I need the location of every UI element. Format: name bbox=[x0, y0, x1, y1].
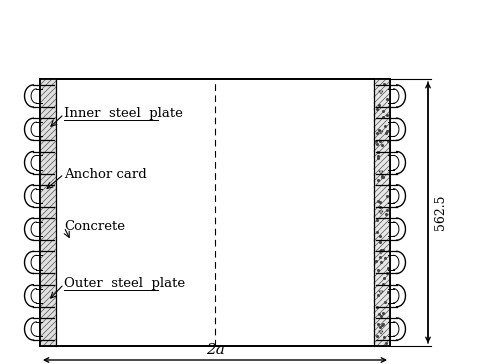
Point bbox=[376, 310, 384, 316]
Point bbox=[379, 174, 387, 180]
Text: Outer  steel  plate: Outer steel plate bbox=[64, 277, 185, 290]
Point bbox=[376, 239, 384, 245]
Point bbox=[378, 173, 386, 179]
Point bbox=[378, 142, 386, 148]
Point bbox=[374, 333, 382, 339]
Point bbox=[374, 154, 382, 159]
Point bbox=[374, 149, 382, 155]
Point bbox=[376, 254, 384, 260]
Point bbox=[374, 321, 382, 327]
Text: 562.5: 562.5 bbox=[434, 195, 447, 230]
Point bbox=[382, 256, 390, 261]
Point bbox=[380, 82, 388, 87]
Point bbox=[372, 138, 380, 144]
Point bbox=[384, 138, 392, 144]
Point bbox=[379, 108, 387, 114]
Point bbox=[378, 281, 386, 287]
Point bbox=[380, 310, 388, 316]
Point bbox=[373, 130, 381, 135]
Point bbox=[384, 194, 392, 199]
Point bbox=[382, 340, 390, 345]
Point bbox=[375, 102, 383, 108]
Point bbox=[373, 141, 381, 147]
Point bbox=[374, 149, 382, 155]
Point bbox=[382, 299, 390, 305]
Point bbox=[372, 106, 380, 112]
Point bbox=[384, 96, 392, 102]
Text: Inner  steel  plate: Inner steel plate bbox=[64, 107, 183, 120]
Point bbox=[380, 276, 388, 281]
Point bbox=[378, 322, 386, 328]
Point bbox=[380, 114, 388, 120]
Point bbox=[380, 335, 388, 340]
Point bbox=[384, 270, 392, 276]
Bar bbox=[40, 79, 390, 346]
Text: Concrete: Concrete bbox=[64, 221, 125, 233]
Text: 2a: 2a bbox=[206, 343, 225, 357]
Point bbox=[376, 324, 384, 330]
Point bbox=[378, 313, 386, 318]
Point bbox=[374, 177, 382, 183]
Bar bbox=[374, 79, 390, 346]
Point bbox=[374, 198, 382, 204]
Point bbox=[374, 127, 382, 132]
Point bbox=[384, 289, 392, 294]
Text: Anchor card: Anchor card bbox=[64, 167, 147, 181]
Point bbox=[374, 155, 382, 161]
Point bbox=[383, 207, 391, 213]
Point bbox=[378, 259, 386, 265]
Point bbox=[384, 265, 392, 271]
Point bbox=[374, 267, 382, 273]
Point bbox=[376, 203, 384, 209]
Point bbox=[376, 233, 384, 239]
Point bbox=[378, 174, 386, 179]
Point bbox=[382, 130, 390, 136]
Point bbox=[383, 112, 391, 118]
Point bbox=[372, 304, 380, 310]
Point bbox=[377, 247, 385, 253]
Point bbox=[376, 138, 384, 144]
Point bbox=[376, 199, 384, 205]
Point bbox=[374, 292, 382, 298]
Point bbox=[382, 211, 390, 217]
Point bbox=[379, 247, 387, 253]
Point bbox=[382, 128, 390, 134]
Point bbox=[372, 217, 380, 223]
Point bbox=[373, 229, 381, 234]
Point bbox=[379, 321, 387, 327]
Point bbox=[372, 258, 380, 264]
Bar bbox=[40, 79, 56, 346]
Point bbox=[381, 123, 389, 129]
